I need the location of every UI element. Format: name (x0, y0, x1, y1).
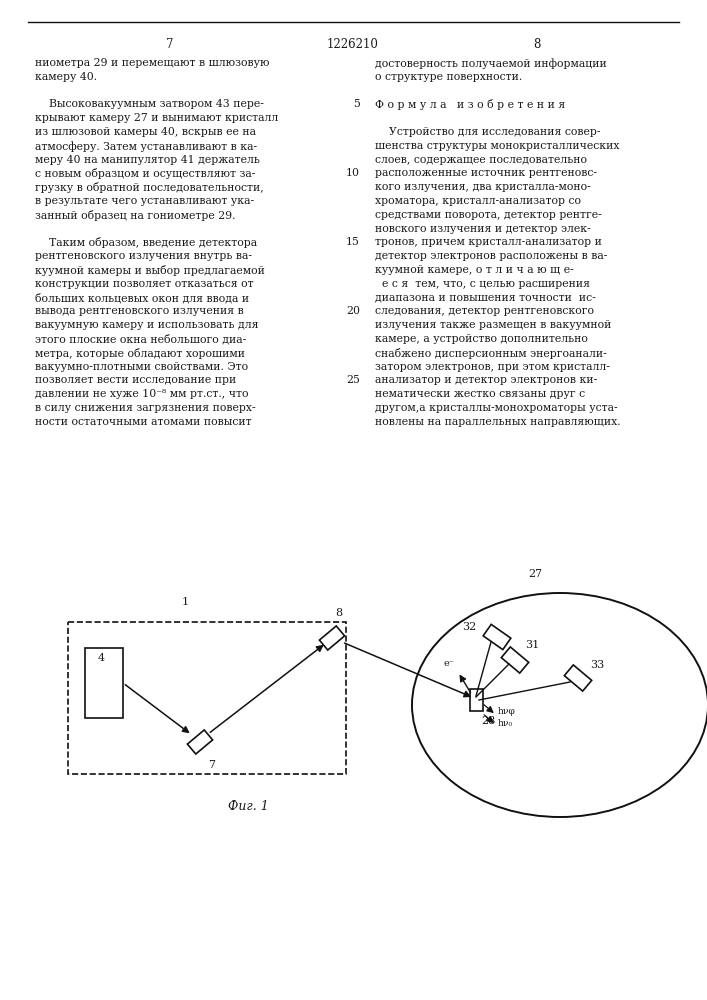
Text: средствами поворота, детектор рентге-: средствами поворота, детектор рентге- (375, 210, 602, 220)
Text: излучения также размещен в вакуумной: излучения также размещен в вакуумной (375, 320, 612, 330)
Text: 7: 7 (208, 760, 215, 770)
Text: шенства структуры монокристаллических: шенства структуры монокристаллических (375, 141, 619, 151)
Text: метра, которые обладают хорошими: метра, которые обладают хорошими (35, 348, 245, 359)
Text: ности остаточными атомами повысит: ности остаточными атомами повысит (35, 417, 252, 427)
Text: новского излучения и детектор элек-: новского излучения и детектор элек- (375, 224, 591, 234)
Text: крывают камеру 27 и вынимают кристалл: крывают камеру 27 и вынимают кристалл (35, 113, 279, 123)
Text: 1: 1 (181, 597, 188, 607)
Text: 15: 15 (346, 237, 360, 247)
Text: 31: 31 (525, 640, 539, 650)
Text: рентгеновского излучения внутрь ва-: рентгеновского излучения внутрь ва- (35, 251, 252, 261)
Text: hνφ: hνφ (498, 708, 515, 716)
Text: в результате чего устанавливают ука-: в результате чего устанавливают ука- (35, 196, 254, 206)
Text: Таким образом, введение детектора: Таким образом, введение детектора (35, 237, 257, 248)
Text: из шлюзовой камеры 40, вскрыв ее на: из шлюзовой камеры 40, вскрыв ее на (35, 127, 256, 137)
Text: 27: 27 (528, 569, 542, 579)
Text: с новым образцом и осуществляют за-: с новым образцом и осуществляют за- (35, 168, 255, 179)
Text: грузку в обратной последовательности,: грузку в обратной последовательности, (35, 182, 264, 193)
Text: куумной камере, о т л и ч а ю щ е-: куумной камере, о т л и ч а ю щ е- (375, 265, 574, 275)
Text: затором электронов, при этом кристалл-: затором электронов, при этом кристалл- (375, 362, 610, 372)
Text: вывода рентгеновского излучения в: вывода рентгеновского излучения в (35, 306, 244, 316)
Text: камере, а устройство дополнительно: камере, а устройство дополнительно (375, 334, 588, 344)
Text: о структуре поверхности.: о структуре поверхности. (375, 72, 522, 82)
Text: 8: 8 (533, 38, 541, 51)
Text: занный образец на гониометре 29.: занный образец на гониометре 29. (35, 210, 235, 221)
Text: детектор электронов расположены в ва-: детектор электронов расположены в ва- (375, 251, 607, 261)
Text: ниометра 29 и перемещают в шлюзовую: ниометра 29 и перемещают в шлюзовую (35, 58, 269, 68)
Text: вакуумно-плотными свойствами. Это: вакуумно-плотными свойствами. Это (35, 362, 248, 372)
Text: конструкции позволяет отказаться от: конструкции позволяет отказаться от (35, 279, 254, 289)
Polygon shape (501, 647, 529, 673)
Polygon shape (469, 689, 482, 711)
Text: тронов, причем кристалл-анализатор и: тронов, причем кристалл-анализатор и (375, 237, 602, 247)
Polygon shape (483, 624, 511, 650)
Text: больших кольцевых окон для ввода и: больших кольцевых окон для ввода и (35, 293, 249, 303)
Bar (68, 622, 346, 774)
Text: позволяет вести исследование при: позволяет вести исследование при (35, 375, 236, 385)
Text: в силу снижения загрязнения поверх-: в силу снижения загрязнения поверх- (35, 403, 256, 413)
Text: расположенные источник рентгеновс-: расположенные источник рентгеновс- (375, 168, 597, 178)
Bar (85, 648, 123, 718)
Text: куумной камеры и выбор предлагаемой: куумной камеры и выбор предлагаемой (35, 265, 265, 276)
Text: 25: 25 (346, 375, 360, 385)
Text: 33: 33 (590, 660, 604, 670)
Text: кого излучения, два кристалла-моно-: кого излучения, два кристалла-моно- (375, 182, 591, 192)
Text: 7: 7 (166, 38, 174, 51)
Text: достоверность получаемой информации: достоверность получаемой информации (375, 58, 607, 69)
Text: новлены на параллельных направляющих.: новлены на параллельных направляющих. (375, 417, 621, 427)
Polygon shape (320, 626, 344, 650)
Text: Высоковакуумным затвором 43 пере-: Высоковакуумным затвором 43 пере- (35, 99, 264, 109)
Text: нематически жестко связаны друг с: нематически жестко связаны друг с (375, 389, 585, 399)
Polygon shape (564, 665, 592, 691)
Text: хроматора, кристалл-анализатор со: хроматора, кристалл-анализатор со (375, 196, 581, 206)
Text: камеру 40.: камеру 40. (35, 72, 97, 82)
Text: другом,а кристаллы-монохроматоры уста-: другом,а кристаллы-монохроматоры уста- (375, 403, 618, 413)
Text: Фиг. 1: Фиг. 1 (228, 800, 269, 813)
Text: снабжено дисперсионным энергоанали-: снабжено дисперсионным энергоанали- (375, 348, 607, 359)
Text: e⁻: e⁻ (443, 659, 454, 668)
Text: диапазона и повышения точности  ис-: диапазона и повышения точности ис- (375, 293, 596, 303)
Text: вакуумную камеру и использовать для: вакуумную камеру и использовать для (35, 320, 259, 330)
Text: 32: 32 (462, 622, 476, 632)
Polygon shape (187, 730, 213, 754)
Text: следования, детектор рентгеновского: следования, детектор рентгеновского (375, 306, 594, 316)
Text: анализатор и детектор электронов ки-: анализатор и детектор электронов ки- (375, 375, 597, 385)
Text: давлении не хуже 10⁻⁸ мм рт.ст., что: давлении не хуже 10⁻⁸ мм рт.ст., что (35, 389, 248, 399)
Text: 28: 28 (481, 716, 495, 726)
Text: е с я  тем, что, с целью расширения: е с я тем, что, с целью расширения (375, 279, 590, 289)
Text: слоев, содержащее последовательно: слоев, содержащее последовательно (375, 155, 587, 165)
Text: этого плоские окна небольшого диа-: этого плоские окна небольшого диа- (35, 334, 246, 345)
Text: 4: 4 (98, 653, 105, 663)
Text: Ф о р м у л а   и з о б р е т е н и я: Ф о р м у л а и з о б р е т е н и я (375, 99, 566, 110)
Text: атмосферу. Затем устанавливают в ка-: атмосферу. Затем устанавливают в ка- (35, 141, 257, 152)
Text: 5: 5 (353, 99, 360, 109)
Text: 10: 10 (346, 168, 360, 178)
Text: hν₀: hν₀ (498, 720, 513, 728)
Text: 20: 20 (346, 306, 360, 316)
Text: Устройство для исследования совер-: Устройство для исследования совер- (375, 127, 600, 137)
Text: меру 40 на манипулятор 41 держатель: меру 40 на манипулятор 41 держатель (35, 155, 260, 165)
Text: 8: 8 (335, 608, 342, 618)
Text: 1226210: 1226210 (327, 38, 379, 51)
